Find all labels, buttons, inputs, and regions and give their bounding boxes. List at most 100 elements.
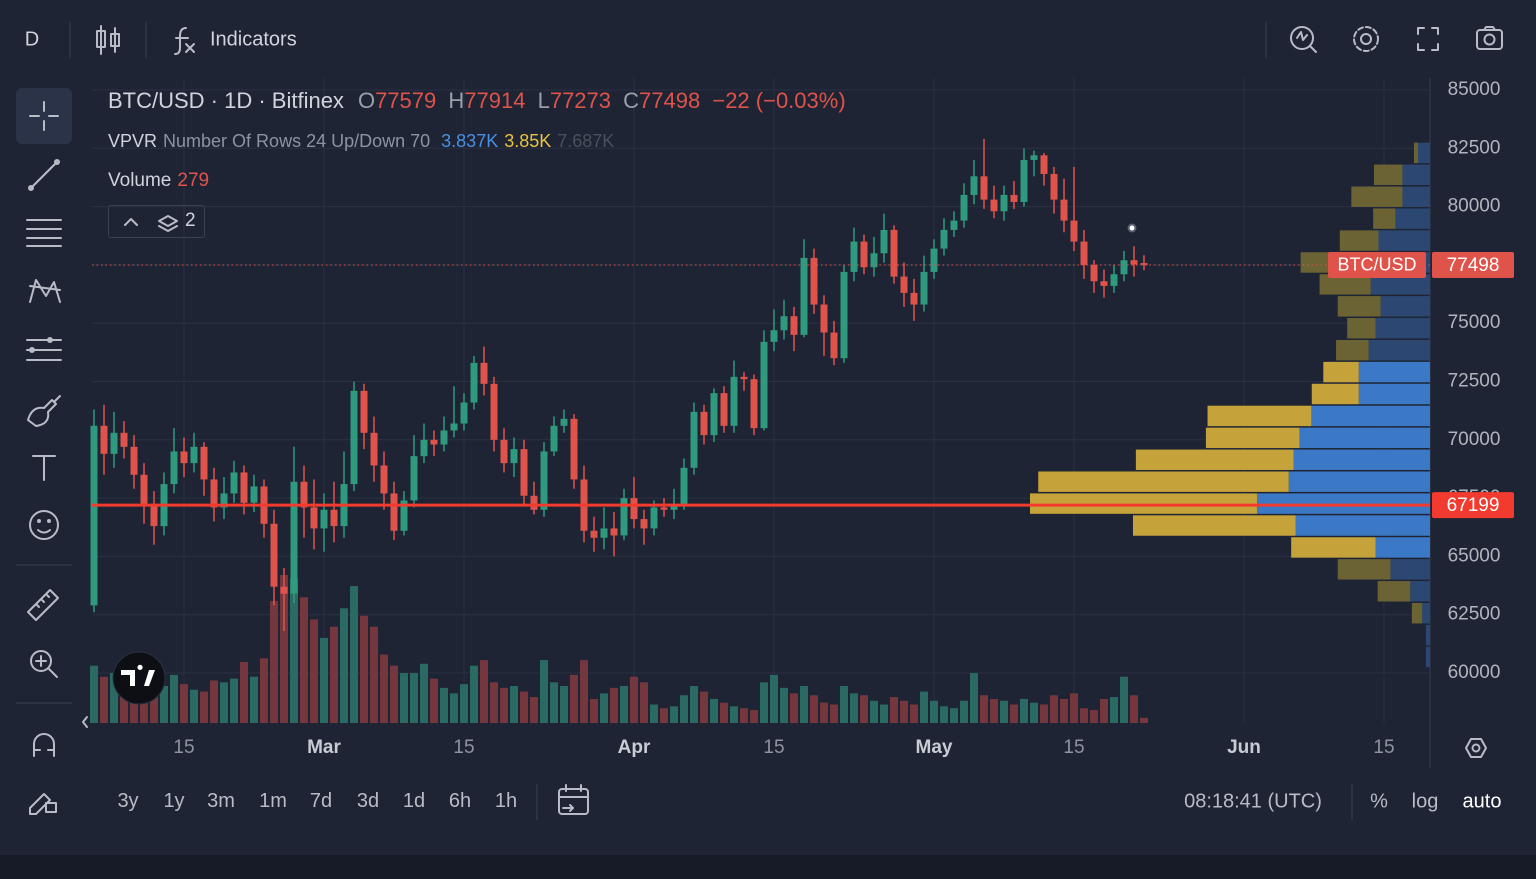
range-button[interactable]: 1h (494, 790, 518, 812)
profile-up-bar (1418, 142, 1430, 164)
profile-down-bar (1373, 164, 1403, 186)
range-button[interactable]: 3m (207, 790, 235, 812)
volume-bar (960, 700, 968, 723)
chart-type-button[interactable] (96, 25, 120, 55)
vpvr-legend[interactable]: VPVR Number Of Rows 24 Up/Down 70 3.837K 3… (108, 131, 620, 152)
volume-name: Volume (108, 170, 172, 191)
interval-button[interactable]: D (25, 28, 39, 50)
lock-tool[interactable] (29, 793, 57, 815)
candle-body (560, 418, 568, 426)
log-scale-button[interactable]: log (1412, 790, 1439, 812)
y-tick-label: 70000 (1448, 429, 1501, 450)
range-button[interactable]: 6h (448, 790, 472, 812)
volume-bar (120, 686, 128, 723)
candle-body (860, 241, 868, 268)
zoom-tool[interactable] (30, 650, 58, 678)
vpvr-down-total: 3.85K (504, 131, 552, 151)
pattern-tool[interactable] (29, 279, 61, 303)
tradingview-logo[interactable] (112, 651, 166, 705)
layers-count: 2 (185, 210, 196, 231)
candle-body (170, 451, 178, 485)
open-value: 77579 (375, 88, 437, 113)
volume-bar (320, 637, 328, 723)
profile-up-bar (1402, 164, 1430, 186)
volume-bar (1130, 695, 1138, 723)
candle-body (880, 229, 888, 254)
ruler-tool[interactable] (27, 589, 59, 621)
brush-tool[interactable] (27, 395, 61, 427)
low-value: 77273 (549, 88, 612, 113)
volume-legend[interactable]: Volume 279 (108, 170, 215, 192)
prediction-tool[interactable] (26, 337, 62, 361)
legend-collapse-button[interactable]: 2 (108, 205, 205, 238)
volume-bar (800, 686, 808, 723)
volume-bar (380, 654, 388, 723)
candle-body (670, 505, 678, 510)
vpvr-settings: Number Of Rows 24 Up/Down 70 (163, 131, 431, 151)
goto-date-button[interactable] (558, 784, 589, 815)
hline-tag-bg (1432, 492, 1514, 519)
percent-scale-button[interactable]: % (1370, 790, 1388, 812)
profile-down-bar (1030, 493, 1257, 514)
profile-up-bar (1311, 405, 1430, 427)
candle-body (950, 220, 958, 230)
clock: 08:18:41 (UTC) (1184, 790, 1322, 812)
axis-settings-button[interactable] (1465, 738, 1487, 758)
candle-body (660, 507, 668, 510)
auto-scale-button[interactable]: auto (1463, 790, 1502, 812)
volume-bar (530, 697, 538, 723)
candle-body (460, 402, 468, 424)
range-button[interactable]: 1y (163, 790, 185, 812)
crosshair-tool[interactable] (29, 101, 59, 131)
volume-bar (780, 687, 788, 723)
indicators-icon[interactable] (174, 27, 195, 55)
candle-body (530, 495, 538, 510)
x-tick-label: Jun (1227, 737, 1261, 758)
magnet-tool[interactable] (33, 733, 55, 757)
candle-body (270, 523, 278, 587)
volume-profile-layer (1030, 142, 1430, 668)
icon-tool[interactable] (29, 510, 59, 540)
volume-bar (470, 665, 478, 723)
profile-down-bar (1323, 361, 1359, 383)
volume-bar (1100, 698, 1108, 723)
candle-body (840, 271, 848, 359)
settings-button[interactable] (1353, 26, 1379, 52)
text-tool[interactable] (32, 455, 56, 481)
volume-bar (1010, 704, 1018, 723)
volume-bar (820, 702, 828, 723)
range-button[interactable]: 1m (259, 790, 287, 812)
indicators-button[interactable]: Indicators (210, 28, 297, 50)
screenshot-button[interactable] (1476, 26, 1503, 50)
candle-body (1030, 155, 1038, 160)
range-button[interactable]: 3y (117, 790, 139, 812)
fib-tool[interactable] (26, 219, 62, 247)
collapse-toolbar[interactable] (82, 716, 88, 728)
replay-button[interactable] (1290, 26, 1317, 53)
candle-body (120, 432, 128, 447)
candle-body (390, 493, 398, 531)
volume-bar (660, 708, 668, 723)
range-button[interactable]: 1d (402, 790, 426, 812)
volume-bar (300, 597, 308, 723)
candle-body (220, 493, 228, 508)
fullscreen-button[interactable] (1417, 27, 1439, 51)
range-bar: 3y 1y 3m 1m 7d 3d 1d 6h 1h (0, 788, 530, 818)
candle-body (870, 253, 878, 268)
candle-body (990, 199, 998, 212)
candle-body (100, 425, 108, 454)
profile-down-bar (1132, 515, 1296, 536)
candle-body (240, 472, 248, 503)
x-tick-label: May (916, 737, 953, 758)
profile-up-bar (1358, 361, 1430, 383)
trendline-tool[interactable] (28, 159, 60, 191)
profile-down-bar (1336, 339, 1369, 361)
volume-bar (1050, 695, 1058, 723)
candle-layer (90, 138, 1148, 632)
y-tick-label: 65000 (1448, 545, 1501, 566)
range-button[interactable]: 7d (309, 790, 333, 812)
profile-up-bar (1375, 318, 1430, 339)
profile-up-bar (1256, 493, 1430, 514)
range-button[interactable]: 3d (356, 790, 380, 812)
candle-body (610, 528, 618, 536)
